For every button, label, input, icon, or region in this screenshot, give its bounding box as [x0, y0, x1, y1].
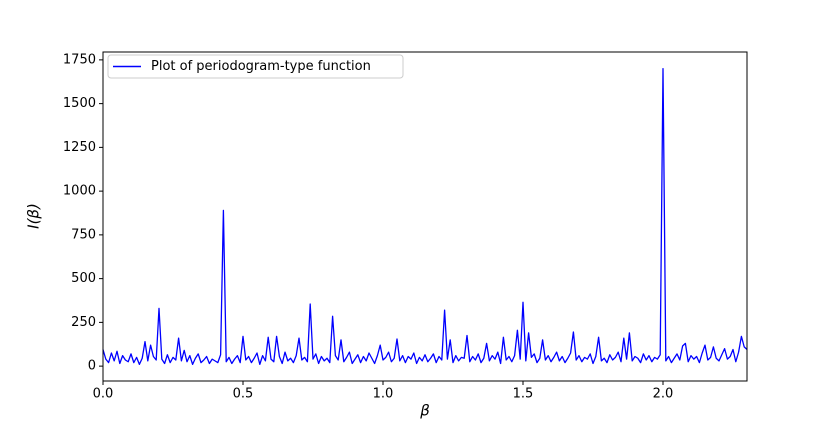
plot-frame [102, 51, 748, 382]
y-tick-label: 1250 [63, 140, 96, 155]
y-tick-label: 1750 [63, 52, 96, 67]
x-tick-label: 1.0 [373, 387, 394, 402]
legend-label: Plot of periodogram-type function [151, 59, 371, 74]
data-line [102, 67, 748, 366]
x-axis-label: β [419, 402, 430, 420]
y-tick-label: 250 [71, 315, 96, 330]
x-tick-label: 1.5 [513, 387, 534, 402]
y-tick-label: 0 [88, 359, 96, 374]
legend-box [107, 54, 404, 79]
x-tick-label: 0.0 [93, 387, 114, 402]
y-tick-label: 1500 [63, 96, 96, 111]
y-tick-label: 500 [71, 271, 96, 286]
y-axis-label: I(β) [25, 203, 43, 229]
y-tick-label: 750 [71, 227, 96, 242]
x-tick-label: 0.5 [233, 387, 254, 402]
x-tick-label: 2.0 [653, 387, 674, 402]
y-tick-label: 1000 [63, 184, 96, 199]
